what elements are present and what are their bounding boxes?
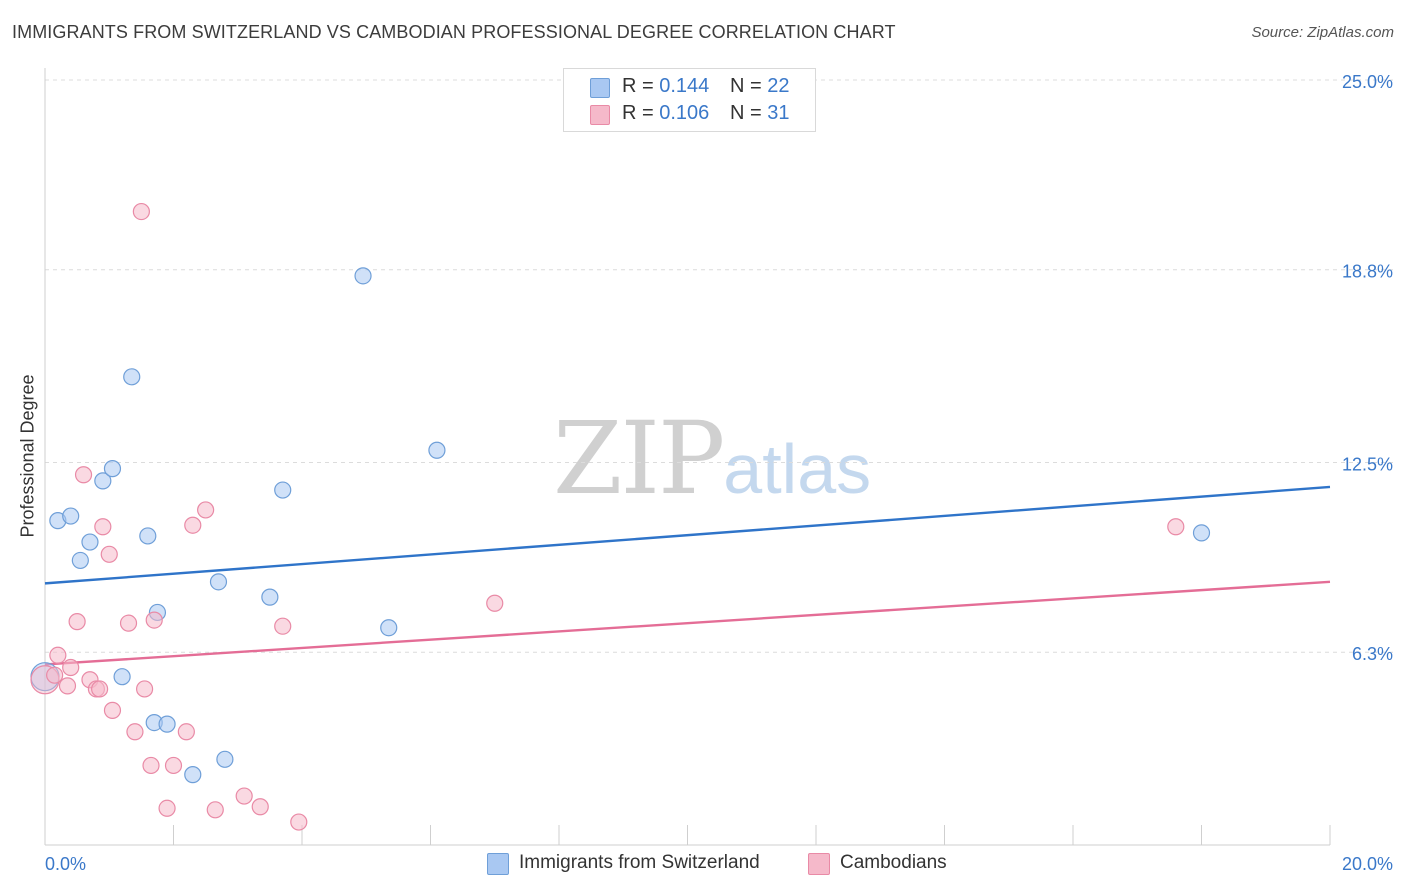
point-cambodians (126, 723, 144, 741)
point-cambodians (197, 501, 215, 519)
point-cambodians (49, 646, 67, 664)
point-cambodians (119, 614, 138, 632)
point-cambodians (235, 787, 253, 805)
point-switzerland (158, 715, 176, 733)
point-switzerland (103, 460, 122, 478)
grid-lines (45, 79, 1395, 653)
point-cambodians (184, 516, 202, 534)
point-cambodians (290, 813, 308, 831)
y-tick-label: 25.0% (1342, 72, 1393, 92)
point-switzerland (71, 551, 89, 570)
trend-line-switzerland (44, 485, 1331, 585)
point-switzerland (1192, 524, 1211, 542)
point-cambodians (274, 617, 292, 635)
point-switzerland (139, 527, 157, 545)
x-tick-label: 0.0% (45, 854, 86, 874)
legend-n-label: N = (730, 75, 762, 97)
point-cambodians (68, 613, 86, 631)
legend-swatch-cambodians (590, 105, 610, 125)
y-tick-label: 12.5% (1342, 455, 1393, 475)
point-switzerland (209, 573, 228, 591)
point-switzerland (428, 441, 446, 459)
point-cambodians (94, 518, 112, 536)
point-cambodians (58, 677, 77, 695)
point-cambodians (132, 202, 150, 221)
point-cambodians (135, 680, 154, 698)
point-switzerland (123, 368, 141, 386)
legend-n-value: 31 (767, 102, 790, 124)
point-switzerland (62, 507, 80, 525)
point-cambodians (164, 756, 183, 775)
point-switzerland (354, 267, 372, 285)
x-tick-label: 20.0% (1342, 854, 1393, 874)
legend-r-value: 0.106 (659, 102, 710, 124)
bottom-legend-label-switzerland: Immigrants from Switzerland (519, 852, 760, 873)
point-cambodians (177, 723, 195, 741)
axes (44, 68, 1331, 846)
legend-r-label: R = (622, 102, 654, 124)
bottom-legend-swatch-switzerland (487, 853, 509, 875)
y-tick-label: 18.8% (1342, 262, 1393, 282)
point-cambodians (486, 594, 504, 612)
bottom-legend-label-cambodians: Cambodians (840, 852, 947, 873)
point-cambodians (251, 798, 269, 816)
legend-r-value: 0.144 (659, 75, 710, 97)
y-tick-label: 6.3% (1352, 644, 1393, 664)
point-switzerland (113, 668, 131, 686)
trend-lines (44, 485, 1331, 666)
point-switzerland (274, 481, 292, 499)
point-cambodians (91, 680, 109, 698)
point-cambodians (46, 666, 64, 684)
source-label: Source: ZipAtlas.com (1251, 24, 1394, 41)
point-cambodians (100, 545, 118, 563)
data-points (30, 202, 1211, 831)
point-switzerland (184, 766, 202, 784)
point-cambodians (62, 658, 80, 677)
point-cambodians (103, 701, 122, 719)
legend-r-label: R = (622, 75, 654, 97)
point-cambodians (74, 466, 93, 484)
point-cambodians (145, 611, 163, 629)
point-switzerland (380, 619, 398, 637)
point-switzerland (261, 588, 279, 606)
point-switzerland (216, 750, 234, 768)
legend-swatch-switzerland (590, 78, 610, 98)
tick-labels: 6.3% 12.5% 18.8% 25.0% 0.0% 20.0% (45, 72, 1393, 874)
point-cambodians (1167, 518, 1185, 536)
point-switzerland (81, 533, 99, 551)
bottom-legend-swatch-cambodians (808, 853, 830, 875)
point-switzerland (94, 472, 112, 490)
point-cambodians (206, 801, 224, 819)
legend-n-value: 22 (767, 75, 790, 97)
legend-n-label: N = (730, 102, 762, 124)
point-cambodians (158, 799, 176, 817)
stats-legend: R = 0.144 N = 22 R = 0.106 N = 31 (563, 68, 816, 132)
point-cambodians (142, 756, 160, 775)
chart-title: IMMIGRANTS FROM SWITZERLAND VS CAMBODIAN… (12, 22, 896, 42)
trend-line-cambodians (44, 580, 1331, 666)
